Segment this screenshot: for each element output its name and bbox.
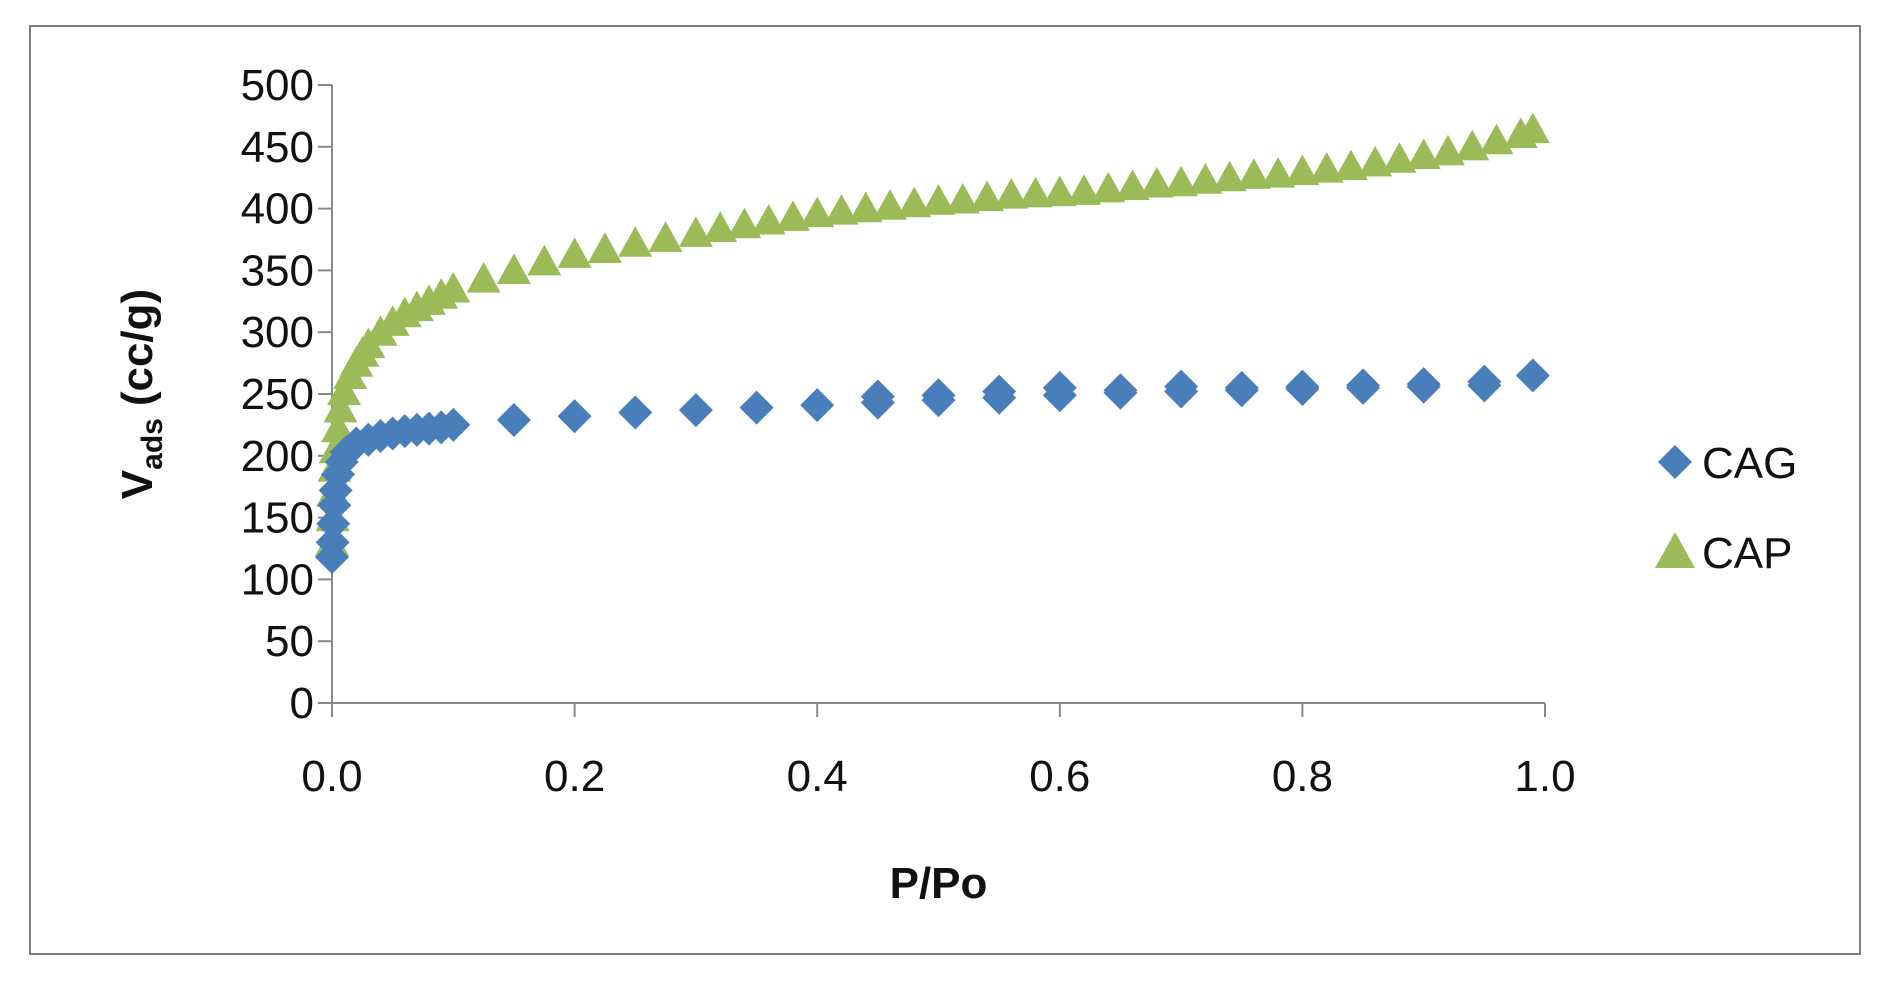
y-tick-label: 500 bbox=[241, 61, 314, 110]
cap-point bbox=[872, 189, 907, 220]
cap-point bbox=[751, 203, 786, 235]
cag-point bbox=[1285, 369, 1320, 404]
cag-point bbox=[557, 399, 592, 434]
cag-point bbox=[315, 525, 350, 560]
cap-point bbox=[323, 391, 358, 423]
cag-point bbox=[1103, 373, 1138, 408]
y-tick-label: 0 bbox=[290, 679, 314, 728]
cap-point bbox=[1139, 166, 1174, 198]
y-axis-ticks: 0 50 100 150 200 250 300 350 400 450 500 bbox=[241, 61, 332, 728]
y-tick-label: 100 bbox=[241, 555, 314, 604]
y-tick-label: 400 bbox=[241, 185, 314, 234]
cag-point bbox=[739, 390, 774, 425]
legend-marker-cag bbox=[1658, 445, 1692, 479]
cap-point bbox=[848, 191, 883, 223]
cap-point bbox=[648, 221, 683, 252]
legend-label-cap: CAP bbox=[1702, 529, 1792, 578]
cag-point bbox=[921, 378, 956, 413]
cap-point bbox=[1018, 176, 1053, 208]
cap-point bbox=[1285, 154, 1320, 186]
cap-point bbox=[994, 178, 1029, 209]
cap-point bbox=[678, 216, 713, 247]
cag-point bbox=[1164, 369, 1199, 404]
y-tick-label: 150 bbox=[241, 494, 314, 543]
y-tick-label: 200 bbox=[241, 432, 314, 481]
y-axis-title-unit: (cc/g) bbox=[113, 289, 162, 406]
cag-point bbox=[860, 379, 895, 414]
cap-point bbox=[945, 182, 980, 214]
cap-point bbox=[1515, 112, 1550, 144]
cap-point bbox=[970, 180, 1005, 212]
cap-point bbox=[557, 237, 592, 268]
cag-point bbox=[1515, 358, 1550, 393]
cap-point bbox=[1333, 149, 1368, 181]
cap-point bbox=[1382, 142, 1417, 173]
cap-point bbox=[1042, 175, 1077, 207]
x-tick-label: 0.0 bbox=[301, 752, 362, 801]
cap-point bbox=[800, 196, 835, 228]
y-tick-label: 300 bbox=[241, 308, 314, 357]
x-tick-label: 0.8 bbox=[1272, 752, 1333, 801]
cap-point bbox=[1236, 158, 1271, 189]
cag-point bbox=[436, 407, 471, 442]
cap-point bbox=[921, 184, 956, 215]
x-axis-title: P/Po bbox=[890, 859, 988, 908]
x-tick-label: 0.2 bbox=[544, 752, 605, 801]
cap-point bbox=[1115, 169, 1150, 200]
y-tick-label: 250 bbox=[241, 370, 314, 419]
cap-point bbox=[466, 262, 501, 293]
y-tick-label: 350 bbox=[241, 246, 314, 295]
cap-point bbox=[496, 253, 531, 284]
cap-point bbox=[703, 211, 738, 242]
cag-point bbox=[1346, 368, 1381, 403]
legend: CAG CAP bbox=[1655, 439, 1797, 578]
y-tick-label: 450 bbox=[241, 123, 314, 172]
cap-point bbox=[1261, 156, 1296, 188]
cap-point bbox=[1430, 134, 1465, 166]
x-tick-label: 0.6 bbox=[1029, 752, 1090, 801]
cag-point bbox=[1042, 370, 1077, 405]
cap-point bbox=[436, 271, 471, 303]
cap-point bbox=[1309, 152, 1344, 183]
cag-point bbox=[618, 395, 653, 430]
cag-point bbox=[316, 506, 351, 541]
cap-point bbox=[1091, 171, 1126, 203]
cap-point bbox=[321, 411, 356, 443]
plot-area: 0 50 100 150 200 250 300 350 400 450 500 0.0 0.2 0.4… bbox=[241, 61, 1576, 801]
cag-point bbox=[982, 374, 1017, 409]
cap-point bbox=[897, 186, 932, 218]
legend-marker-cap bbox=[1655, 532, 1695, 568]
x-axis-ticks: 0.0 0.2 0.4 0.6 0.8 1.0 bbox=[301, 703, 1576, 801]
cag-point bbox=[496, 402, 531, 437]
cap-point bbox=[727, 207, 762, 239]
cap-point bbox=[587, 232, 622, 263]
cap-point bbox=[775, 200, 810, 231]
cap-point bbox=[824, 194, 859, 225]
cag-point bbox=[678, 393, 713, 428]
cap-point bbox=[1188, 163, 1223, 194]
x-tick-label: 0.4 bbox=[787, 752, 848, 801]
y-axis-title-sub: ads bbox=[136, 418, 169, 470]
cap-point bbox=[1212, 160, 1247, 192]
cap-point bbox=[1164, 165, 1199, 197]
cap-point bbox=[1406, 138, 1441, 170]
cag-point bbox=[1467, 364, 1502, 399]
cap-point bbox=[527, 244, 562, 276]
series-cag bbox=[315, 358, 1550, 575]
cag-point bbox=[1406, 367, 1441, 402]
cag-point bbox=[800, 388, 835, 423]
cap-point bbox=[1067, 174, 1102, 205]
legend-label-cag: CAG bbox=[1702, 439, 1797, 488]
y-axis-title: Vads (cc/g) bbox=[113, 289, 169, 499]
y-tick-label: 50 bbox=[265, 617, 314, 666]
y-axis-title-main: V bbox=[113, 469, 162, 499]
cap-point bbox=[327, 374, 362, 406]
series-layer bbox=[315, 112, 1550, 575]
cag-point bbox=[1224, 370, 1259, 405]
cap-point bbox=[618, 226, 653, 257]
x-tick-label: 1.0 bbox=[1514, 752, 1575, 801]
cap-point bbox=[1358, 145, 1393, 177]
